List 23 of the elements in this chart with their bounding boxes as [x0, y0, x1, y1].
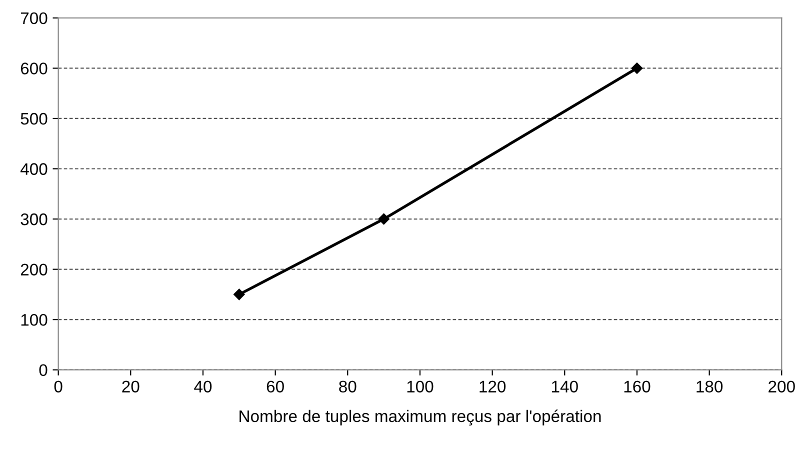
y-tick-label: 0 [39, 364, 48, 376]
point [631, 62, 643, 74]
y-tick-label: 400 [20, 163, 48, 175]
y-tick-label: 100 [21, 314, 48, 326]
y-tick-label: 200 [20, 264, 48, 276]
y-tick-label: 500 [20, 112, 48, 125]
y-tick-label: 300 [20, 213, 48, 226]
y-tick-label: 600 [20, 62, 48, 74]
x-tick-label: 180 [696, 380, 723, 392]
x-tick-label: 160 [624, 380, 650, 392]
x-tick-label: 60 [266, 380, 284, 392]
x-tick-label: 140 [552, 380, 578, 392]
point [378, 213, 390, 225]
x-axis-title: Nombre de tuples maximum reçus par l'opération [240, 410, 601, 426]
point [234, 288, 245, 300]
x-tick-label: 200 [768, 380, 795, 392]
x-tick-label: 80 [339, 380, 356, 392]
x-tick-label: 100 [407, 380, 434, 392]
x-tick-label: 0 [54, 380, 62, 392]
y-tick-label: 700 [20, 12, 48, 24]
x-tick-label: 20 [122, 380, 140, 392]
x-tick-label: 120 [480, 380, 506, 392]
x-tick-label: 40 [194, 380, 212, 392]
